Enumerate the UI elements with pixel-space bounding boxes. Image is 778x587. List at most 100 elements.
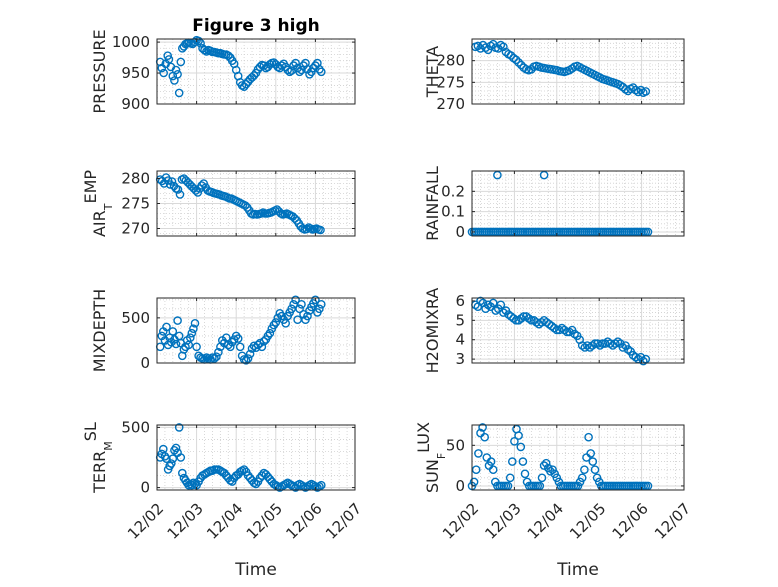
y-tick-label: 950 — [121, 64, 150, 82]
data-point — [488, 465, 498, 475]
x-tick-label: 12/04 — [203, 500, 246, 543]
data-point — [305, 70, 314, 79]
data-point — [163, 51, 172, 61]
x-tick-label: 12/03 — [481, 500, 524, 543]
data-point — [171, 339, 181, 349]
data-point — [200, 45, 209, 55]
data-point — [295, 304, 304, 314]
data-point — [577, 473, 587, 483]
data-point — [162, 454, 171, 464]
data-point — [191, 186, 201, 195]
data-point — [499, 308, 508, 317]
data-point — [486, 457, 496, 466]
plot-area — [157, 298, 355, 363]
data-point — [171, 443, 181, 453]
data-point — [257, 342, 267, 352]
y-axis-label: AIRTEMP — [81, 170, 115, 237]
data-point — [193, 188, 203, 197]
y-axis-label: TERRMSL — [81, 422, 115, 494]
y-tick-label: 275 — [436, 73, 465, 91]
data-point — [174, 423, 184, 432]
data-point — [199, 179, 208, 188]
data-point — [539, 461, 549, 470]
data-point — [527, 315, 536, 325]
data-point — [537, 473, 547, 483]
y-tick-label: 0.1 — [441, 203, 465, 221]
data-point — [243, 354, 253, 363]
data-point — [511, 315, 521, 325]
y-axis-label-main: TERR — [90, 451, 109, 494]
y-tick-label: 0 — [455, 477, 465, 495]
data-point — [171, 65, 181, 75]
data-point — [187, 328, 197, 338]
data-point — [316, 225, 325, 235]
data-point — [548, 465, 557, 475]
data-point — [265, 328, 275, 338]
y-tick-label: 5 — [455, 311, 465, 329]
data-point — [305, 480, 314, 490]
data-point — [518, 457, 528, 466]
data-point — [259, 336, 269, 346]
y-tick-label: 0 — [140, 479, 150, 497]
data-point — [173, 316, 182, 325]
y-tick-label: 500 — [121, 418, 150, 436]
data-point — [631, 352, 641, 362]
data-point — [316, 480, 326, 490]
data-point — [173, 70, 182, 79]
plot-area — [472, 425, 684, 490]
data-point — [315, 65, 324, 74]
y-tick-label: 270 — [121, 220, 150, 238]
y-axis-label: PRESSURE — [90, 29, 109, 113]
data-point — [514, 431, 523, 440]
data-point — [588, 457, 598, 466]
x-tick-label: 12/04 — [524, 500, 567, 543]
data-point — [163, 176, 173, 185]
data-point — [590, 465, 600, 475]
x-tick-label: 12/05 — [566, 500, 609, 543]
data-point — [196, 39, 205, 48]
data-point — [184, 480, 193, 490]
data-point — [291, 295, 300, 305]
data-point — [167, 177, 177, 186]
data-point — [189, 324, 198, 334]
y-tick-label: 6 — [455, 292, 465, 310]
data-point — [575, 477, 585, 487]
data-point — [291, 58, 300, 68]
data-point — [628, 83, 638, 92]
y-tick-label: 0 — [140, 354, 150, 372]
data-point — [202, 47, 211, 56]
data-point — [481, 43, 490, 53]
data-point — [316, 299, 326, 309]
y-tick-label: 275 — [121, 195, 150, 213]
data-point — [519, 312, 529, 321]
data-point — [580, 465, 589, 475]
y-tick-label: 3 — [455, 350, 465, 368]
data-point — [176, 57, 186, 67]
data-point — [197, 181, 206, 190]
data-point — [474, 449, 483, 458]
axes-box — [471, 38, 685, 105]
data-point — [516, 60, 526, 70]
y-tick-label: 270 — [436, 95, 465, 113]
data-point — [164, 55, 174, 64]
data-point — [206, 46, 215, 56]
data-point — [480, 432, 490, 442]
data-point — [159, 68, 168, 78]
panel-sun-flux: 0 50 12/02 12/03 12/04 12/05 12/06 12/07 SUNFLUX… — [414, 422, 695, 580]
data-point — [562, 327, 572, 337]
data-point — [299, 309, 308, 319]
data-point — [488, 298, 498, 308]
y-tick-label: 0 — [455, 223, 465, 241]
x-tick-label: 12/03 — [164, 500, 207, 543]
data-point — [473, 41, 483, 51]
data-point — [251, 479, 261, 489]
x-axis-label: Time — [556, 560, 599, 580]
data-point — [185, 333, 195, 343]
y-tick-label: 4 — [455, 331, 465, 349]
data-point — [311, 295, 320, 305]
panel-h2omixra: 34 56 H2OMIXRA — [423, 288, 685, 373]
